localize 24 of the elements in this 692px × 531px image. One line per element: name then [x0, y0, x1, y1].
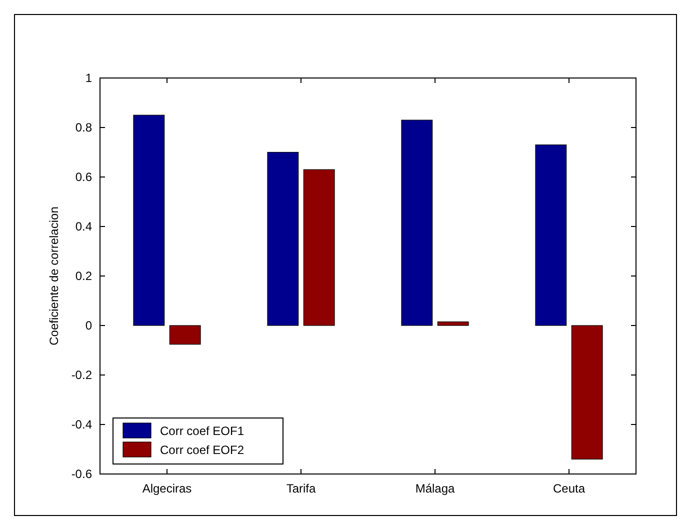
- y-tick-label: -0.2: [71, 368, 92, 382]
- y-tick-label: 0: [85, 318, 92, 332]
- bar: [401, 120, 433, 326]
- bar: [535, 144, 567, 326]
- bar: [169, 325, 201, 345]
- legend-label: Corr coef EOF1: [160, 424, 244, 438]
- x-tick-label: Ceuta: [552, 482, 586, 496]
- legend-label: Corr coef EOF2: [160, 443, 244, 457]
- y-tick-label: 0.6: [75, 170, 92, 184]
- bar: [437, 321, 469, 326]
- x-tick-label: Málaga: [415, 482, 456, 496]
- bar: [133, 114, 165, 326]
- x-tick-label: Algeciras: [142, 482, 192, 496]
- y-tick-label: -0.6: [71, 466, 92, 481]
- x-tick-label: Tarifa: [286, 482, 316, 496]
- y-tick-label: 0.2: [75, 268, 92, 283]
- y-tick-label: -0.4: [71, 417, 92, 432]
- bar: [571, 325, 603, 460]
- bar: [267, 152, 299, 326]
- y-tick-label: 0.8: [75, 120, 92, 134]
- bar: [303, 169, 335, 326]
- y-tick-label: 0.4: [75, 219, 92, 234]
- y-axis-title: Coeficiente de correlacion: [47, 206, 61, 346]
- y-tick-label: 1: [85, 70, 92, 85]
